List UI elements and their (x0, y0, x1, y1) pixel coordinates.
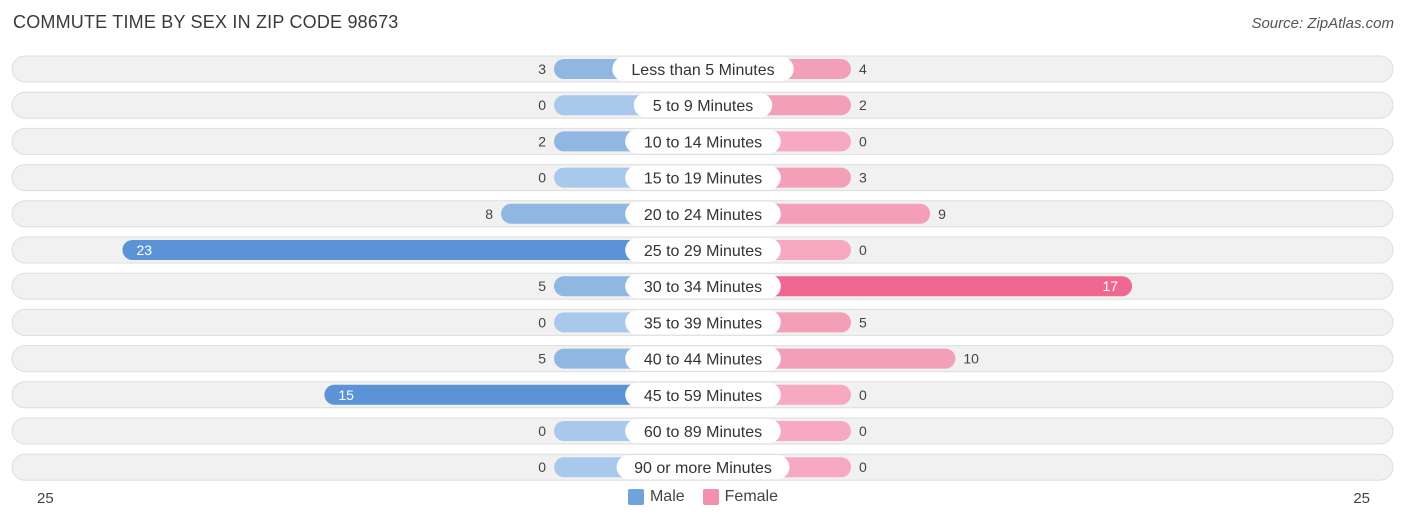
legend: Male Female (0, 488, 1406, 506)
value-label-male: 0 (538, 459, 546, 475)
category-label-pill (625, 238, 781, 262)
value-label-male: 3 (538, 61, 546, 77)
legend-female: Female (702, 488, 779, 506)
category-label: 45 to 59 Minutes (644, 388, 762, 405)
axis-right-label: 25 (1353, 490, 1370, 507)
value-label-female: 10 (963, 351, 979, 367)
value-label-male: 8 (485, 206, 493, 222)
category-label: 10 to 14 Minutes (644, 134, 762, 151)
category-label-pill (625, 382, 781, 407)
category-label-pill (625, 346, 781, 371)
legend-male: Male (627, 488, 685, 506)
value-label-male: 0 (538, 423, 546, 439)
legend-male-swatch (627, 489, 644, 505)
value-label-female: 4 (859, 61, 867, 77)
value-label-female: 5 (859, 314, 867, 330)
category-label-pill (633, 93, 773, 118)
value-label-male: 2 (538, 133, 546, 149)
value-label-female: 9 (938, 206, 946, 222)
category-label-pill (612, 57, 794, 81)
category-label: 25 to 29 Minutes (644, 243, 762, 260)
source-label: Source: ZipAtlas.com (1251, 15, 1394, 32)
legend-male-label: Male (649, 488, 685, 505)
category-label: 40 to 44 Minutes (644, 352, 762, 369)
value-label-male: 0 (538, 314, 546, 330)
legend-female-label: Female (724, 488, 779, 505)
value-label-male: 5 (538, 278, 546, 294)
category-label-pill (616, 455, 790, 480)
value-label-female: 2 (859, 97, 867, 113)
category-label-pill (625, 165, 781, 190)
legend-female-swatch (702, 489, 719, 505)
bar-male (324, 384, 703, 405)
bar-male (122, 240, 704, 260)
category-label: Less than 5 Minutes (631, 62, 774, 79)
category-label-pill (625, 419, 781, 443)
chart-title: COMMUTE TIME BY SEX IN ZIP CODE 98673 (13, 12, 399, 32)
category-label: 15 to 19 Minutes (644, 171, 762, 188)
value-label-female: 0 (859, 133, 867, 149)
value-label-female: 0 (859, 459, 867, 475)
category-label: 20 to 24 Minutes (644, 207, 762, 224)
value-label-female: 0 (859, 387, 867, 403)
value-label-female: 0 (859, 423, 867, 439)
category-label: 90 or more Minutes (634, 460, 772, 477)
category-label-pill (625, 201, 781, 226)
axis-left-label: 25 (37, 490, 54, 507)
category-label: 30 to 34 Minutes (644, 279, 762, 296)
value-label-male: 0 (538, 170, 546, 186)
value-label-male: 5 (538, 351, 546, 367)
category-label: 5 to 9 Minutes (653, 98, 754, 115)
value-label-male: 15 (338, 387, 354, 403)
value-label-male: 23 (136, 242, 152, 258)
bar-female (703, 276, 1133, 297)
value-label-female: 3 (859, 170, 867, 186)
category-label-pill (625, 310, 781, 335)
value-label-female: 0 (859, 242, 867, 258)
category-label-pill (625, 274, 781, 299)
category-label: 35 to 39 Minutes (644, 315, 762, 332)
value-label-male: 0 (538, 97, 546, 113)
value-label-female: 17 (1103, 278, 1119, 294)
category-label: 60 to 89 Minutes (644, 424, 762, 441)
category-label-pill (625, 129, 781, 154)
